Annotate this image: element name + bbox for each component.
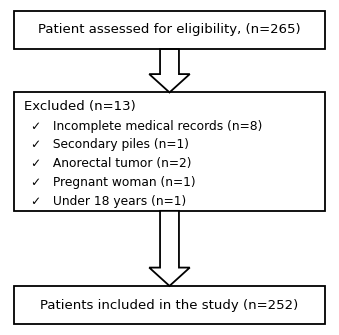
- FancyBboxPatch shape: [14, 92, 325, 211]
- Text: ✓   Anorectal tumor (n=2): ✓ Anorectal tumor (n=2): [31, 157, 192, 170]
- Polygon shape: [149, 49, 190, 92]
- Text: Patient assessed for eligibility, (n=265): Patient assessed for eligibility, (n=265…: [38, 23, 301, 37]
- FancyBboxPatch shape: [14, 286, 325, 324]
- Text: ✓   Secondary piles (n=1): ✓ Secondary piles (n=1): [31, 138, 189, 151]
- Text: Patients included in the study (n=252): Patients included in the study (n=252): [40, 298, 299, 312]
- Polygon shape: [149, 211, 190, 286]
- Text: Excluded (n=13): Excluded (n=13): [24, 100, 136, 113]
- Text: ✓   Under 18 years (n=1): ✓ Under 18 years (n=1): [31, 195, 186, 207]
- FancyBboxPatch shape: [14, 11, 325, 49]
- Text: ✓   Incomplete medical records (n=8): ✓ Incomplete medical records (n=8): [31, 120, 262, 133]
- Text: ✓   Pregnant woman (n=1): ✓ Pregnant woman (n=1): [31, 176, 196, 189]
